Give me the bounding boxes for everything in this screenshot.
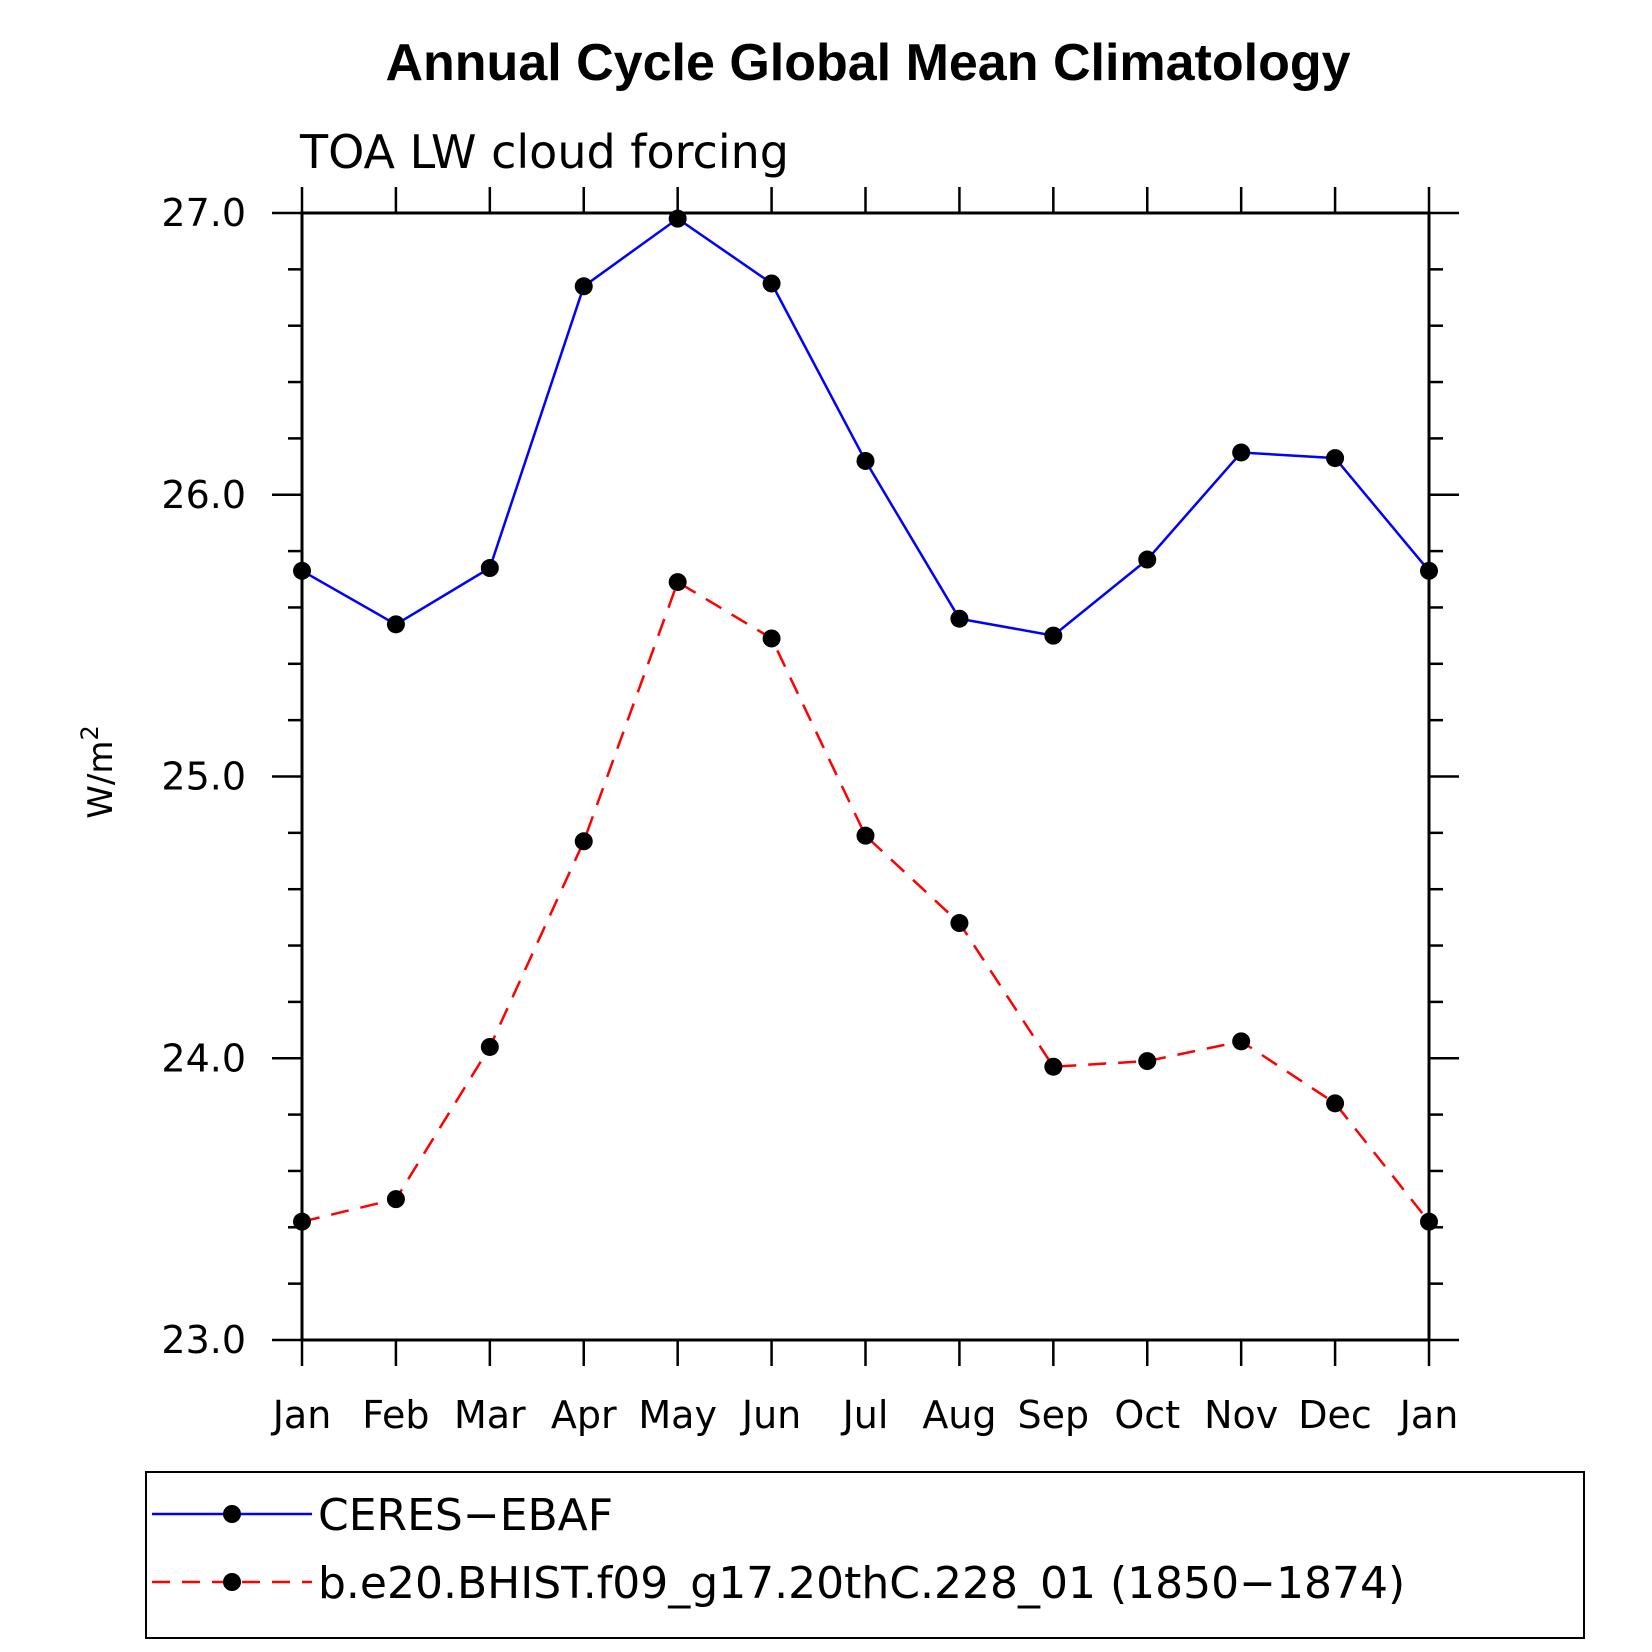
x-tick-label: Oct [1114,1393,1180,1437]
series-line-1 [301,580,1430,1223]
legend-marker-ceres [223,1505,241,1523]
x-tick-label: Apr [551,1393,617,1437]
series-1-point [762,629,781,648]
legend-label-model: b.e20.BHIST.f09_g17.20thC.228_01 (1850−1… [318,1558,1405,1609]
x-tick-label: Dec [1298,1393,1372,1437]
y-tick-labels: 23.0 24.0 25.0 26.0 27.0 [161,191,246,1362]
series-0-point [574,277,593,296]
y-tick-label: 24.0 [161,1036,246,1080]
y-tick-label: 27.0 [161,191,246,235]
series-0-point [293,561,311,580]
y-axis-label-text: W/m [81,741,121,819]
plot-frame [300,211,1431,1342]
series-1-point [386,1190,405,1209]
series-1-point [950,914,969,933]
legend-box [145,1471,1585,1639]
series-1-point [480,1037,499,1056]
legend-label-ceres: CERES−EBAF [318,1490,613,1541]
legend-marker-model [223,1573,241,1591]
y-axis-label: W/m2 [76,725,121,818]
x-tick-labels: Jan Feb Mar Apr May Jun Jul Aug Sep Oct Nov Dec Jan [271,1393,1459,1437]
series-0-point [386,615,405,634]
series-line-0 [301,217,1430,637]
series-0-point [950,609,969,628]
x-tick-label: Jun [740,1393,801,1437]
series-0-point [762,274,781,293]
x-tick-label: Aug [922,1393,996,1437]
series-0-point [1420,561,1438,580]
chart-subtitle: TOA LW cloud forcing [299,125,789,179]
x-tick-label: Sep [1018,1393,1090,1437]
series-1-point [1044,1057,1063,1076]
x-tick-label: Feb [362,1393,429,1437]
axis-ticks [272,187,1459,1366]
series-1-point [1326,1094,1345,1113]
svg-text:W/m2: W/m2 [76,725,121,818]
series-0-point [1044,626,1063,645]
y-tick-label: 26.0 [161,473,246,517]
y-tick-label: 25.0 [161,755,246,799]
y-tick-label: 23.0 [161,1318,246,1362]
series-0-point [668,209,687,228]
x-tick-label: Mar [454,1393,526,1437]
series-1-point [1420,1212,1438,1231]
series-0-point [856,451,875,470]
series-1-point [574,832,593,851]
series-1-point [668,573,687,592]
x-tick-label: Jul [841,1393,889,1437]
y-axis-label-superscript: 2 [76,725,104,740]
series-0-point [1326,449,1345,468]
series-0-point [1138,550,1157,569]
series-1-point [856,826,875,845]
x-tick-label: Nov [1204,1393,1278,1437]
x-tick-label: May [638,1393,717,1437]
series-0-point [480,559,499,578]
chart-title: Annual Cycle Global Mean Climatology [385,34,1350,92]
x-tick-label: Jan [271,1393,332,1437]
series-1-point [1232,1032,1251,1051]
legend: CERES−EBAF b.e20.BHIST.f09_g17.20thC.228… [145,1471,1585,1639]
series-1-point [1138,1052,1157,1071]
series-0-point [1232,443,1251,462]
x-tick-label: Jan [1398,1393,1459,1437]
series-layer [293,209,1438,1231]
series-1-point [293,1212,311,1231]
